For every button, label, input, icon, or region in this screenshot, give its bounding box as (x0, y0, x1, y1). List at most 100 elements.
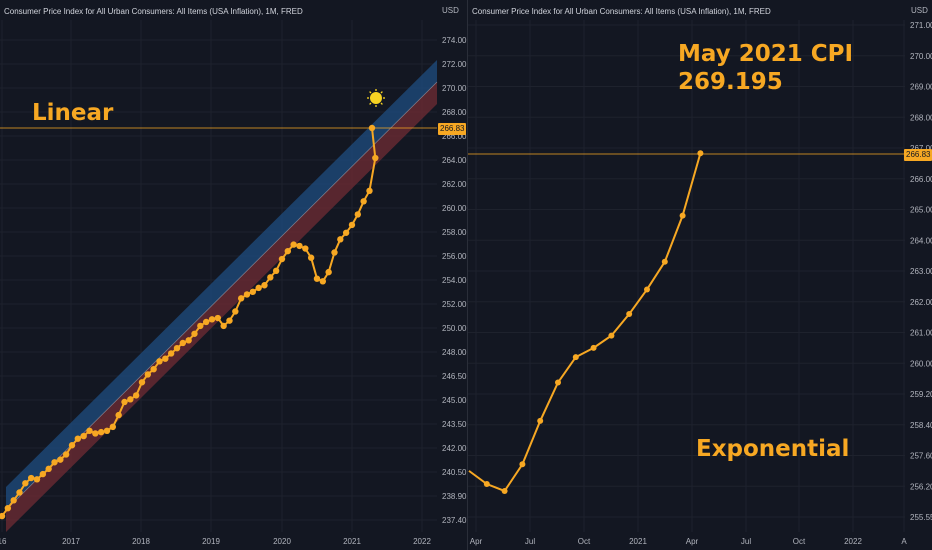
cpi-data-point (249, 288, 257, 296)
current-price-tag: 266.83 (904, 149, 932, 161)
cpi-data-point (319, 278, 327, 285)
cpi-data-point (372, 154, 379, 162)
cpi-data-point (608, 332, 615, 339)
cpi-data-point (272, 267, 280, 275)
cpi-data-point (109, 423, 117, 431)
cpi-data-point (313, 275, 321, 282)
cpi-data-point (307, 254, 315, 261)
cpi-data-point (360, 198, 367, 205)
y-tick-label: 266.00 (910, 175, 932, 184)
x-tick-label: 16 (0, 537, 7, 546)
linear-annotation: Linear (32, 100, 114, 126)
axis-unit: USD (911, 6, 928, 15)
cpi-data-point (132, 392, 140, 399)
x-tick-label: 2022 (844, 537, 862, 546)
y-tick-label: 237.40 (442, 516, 467, 525)
cpi-series-line (468, 152, 702, 493)
x-tick-label: Jul (741, 537, 751, 546)
cpi-data-point (208, 316, 216, 323)
y-tick-label: 257.60 (910, 452, 932, 461)
y-tick-label: 271.00 (910, 21, 932, 30)
cpi-data-point (342, 229, 350, 236)
exponential-annotation: Exponential (696, 436, 850, 462)
axis-unit: USD (442, 6, 459, 15)
y-tick-label: 263.00 (910, 267, 932, 276)
x-tick-label: Jul (525, 537, 535, 546)
cpi-data-point (267, 274, 274, 281)
cpi-data-point (220, 322, 227, 330)
cpi-data-point (162, 355, 169, 362)
cpi-data-point (501, 487, 508, 494)
sun-marker (367, 89, 385, 107)
y-tick-label: 260.00 (910, 359, 932, 368)
cpi-data-point (103, 427, 111, 435)
cpi-data-point (325, 268, 332, 276)
cpi-data-point (4, 504, 12, 512)
cpi-data-point (51, 459, 58, 466)
cpi-data-point (45, 465, 52, 473)
cpi-data-point (202, 318, 210, 326)
cpi-data-point (185, 337, 192, 344)
cpi-data-point (348, 221, 356, 229)
cpi-data-point (68, 442, 76, 449)
exponential-chart-svg: 271.00 270.00 269.00 268.00 267.00 266.00 265.… (468, 20, 932, 546)
cpi-data-point (16, 489, 23, 496)
x-tick-label: 2021 (343, 537, 361, 546)
y-tick-label: 240.50 (442, 468, 467, 477)
cpi-data-point (138, 379, 146, 386)
cpi-data-point (284, 247, 292, 255)
cpi-data-point (150, 365, 157, 373)
cpi-data-point (644, 286, 650, 293)
cpi-data-point (115, 411, 122, 419)
cpi-data-point (0, 512, 6, 520)
cpi-data-point (337, 236, 344, 243)
cpi-data-point (127, 396, 134, 403)
cpi-data-point (302, 245, 309, 252)
linear-chart-panel: 274.00 272.00 270.00 268.00 266.00 264.00 262.… (0, 6, 467, 546)
cpi-data-point (590, 344, 597, 351)
x-tick-label: 2019 (202, 537, 220, 546)
cpi-data-point (483, 481, 490, 488)
cpi-data-point (33, 476, 41, 483)
cpi-data-point (331, 249, 338, 256)
y-tick-label: 256.20 (910, 482, 932, 491)
cpi-data-point (74, 435, 82, 442)
cpi-data-point (62, 451, 70, 458)
cpi-data-point (97, 428, 105, 436)
cpi-data-point (626, 311, 633, 318)
cpi-data-point (232, 308, 239, 315)
cpi-data-point (261, 282, 268, 289)
y-tick-label: 264.00 (442, 156, 467, 165)
y-tick-label: 255.55 (910, 513, 932, 522)
y-tick-label: 270.00 (442, 84, 467, 93)
cpi-data-point (243, 291, 251, 298)
x-tick-label: 2022 (413, 537, 431, 546)
cpi-data-point (366, 187, 373, 195)
cpi-data-point (278, 255, 286, 263)
y-tick-label: 243.50 (442, 420, 467, 429)
cpi-data-point (572, 354, 579, 361)
y-tick-label: 260.00 (442, 204, 467, 213)
cpi-data-point (226, 317, 233, 324)
regression-channel-upper (6, 60, 437, 510)
y-tick-label: 261.00 (910, 329, 932, 338)
y-tick-label: 258.40 (910, 421, 932, 430)
x-tick-label: 2017 (62, 537, 80, 546)
cpi-data-point (197, 322, 204, 330)
cpi-data-point (679, 212, 686, 219)
cpi-annotation: May 2021 CPI 269.195 (678, 41, 854, 95)
y-tick-label: 252.00 (442, 300, 467, 309)
cpi-data-point (519, 461, 526, 468)
cpi-data-point (86, 427, 93, 435)
y-tick-label: 265.00 (910, 206, 932, 215)
chart-title: Consumer Price Index for All Urban Consu… (472, 7, 771, 16)
chart-title: Consumer Price Index for All Urban Consu… (4, 7, 303, 16)
x-tick-label: 2018 (132, 537, 150, 546)
exponential-chart-panel: 271.00 270.00 269.00 268.00 267.00 266.00 265.… (467, 0, 932, 550)
y-tick-label: 274.00 (442, 36, 467, 45)
y-tick-label: 248.00 (442, 348, 467, 357)
y-tick-label: 270.00 (910, 52, 932, 61)
cpi-data-point (173, 344, 181, 352)
cpi-data-point (167, 350, 175, 357)
cpi-data-point (156, 358, 163, 365)
